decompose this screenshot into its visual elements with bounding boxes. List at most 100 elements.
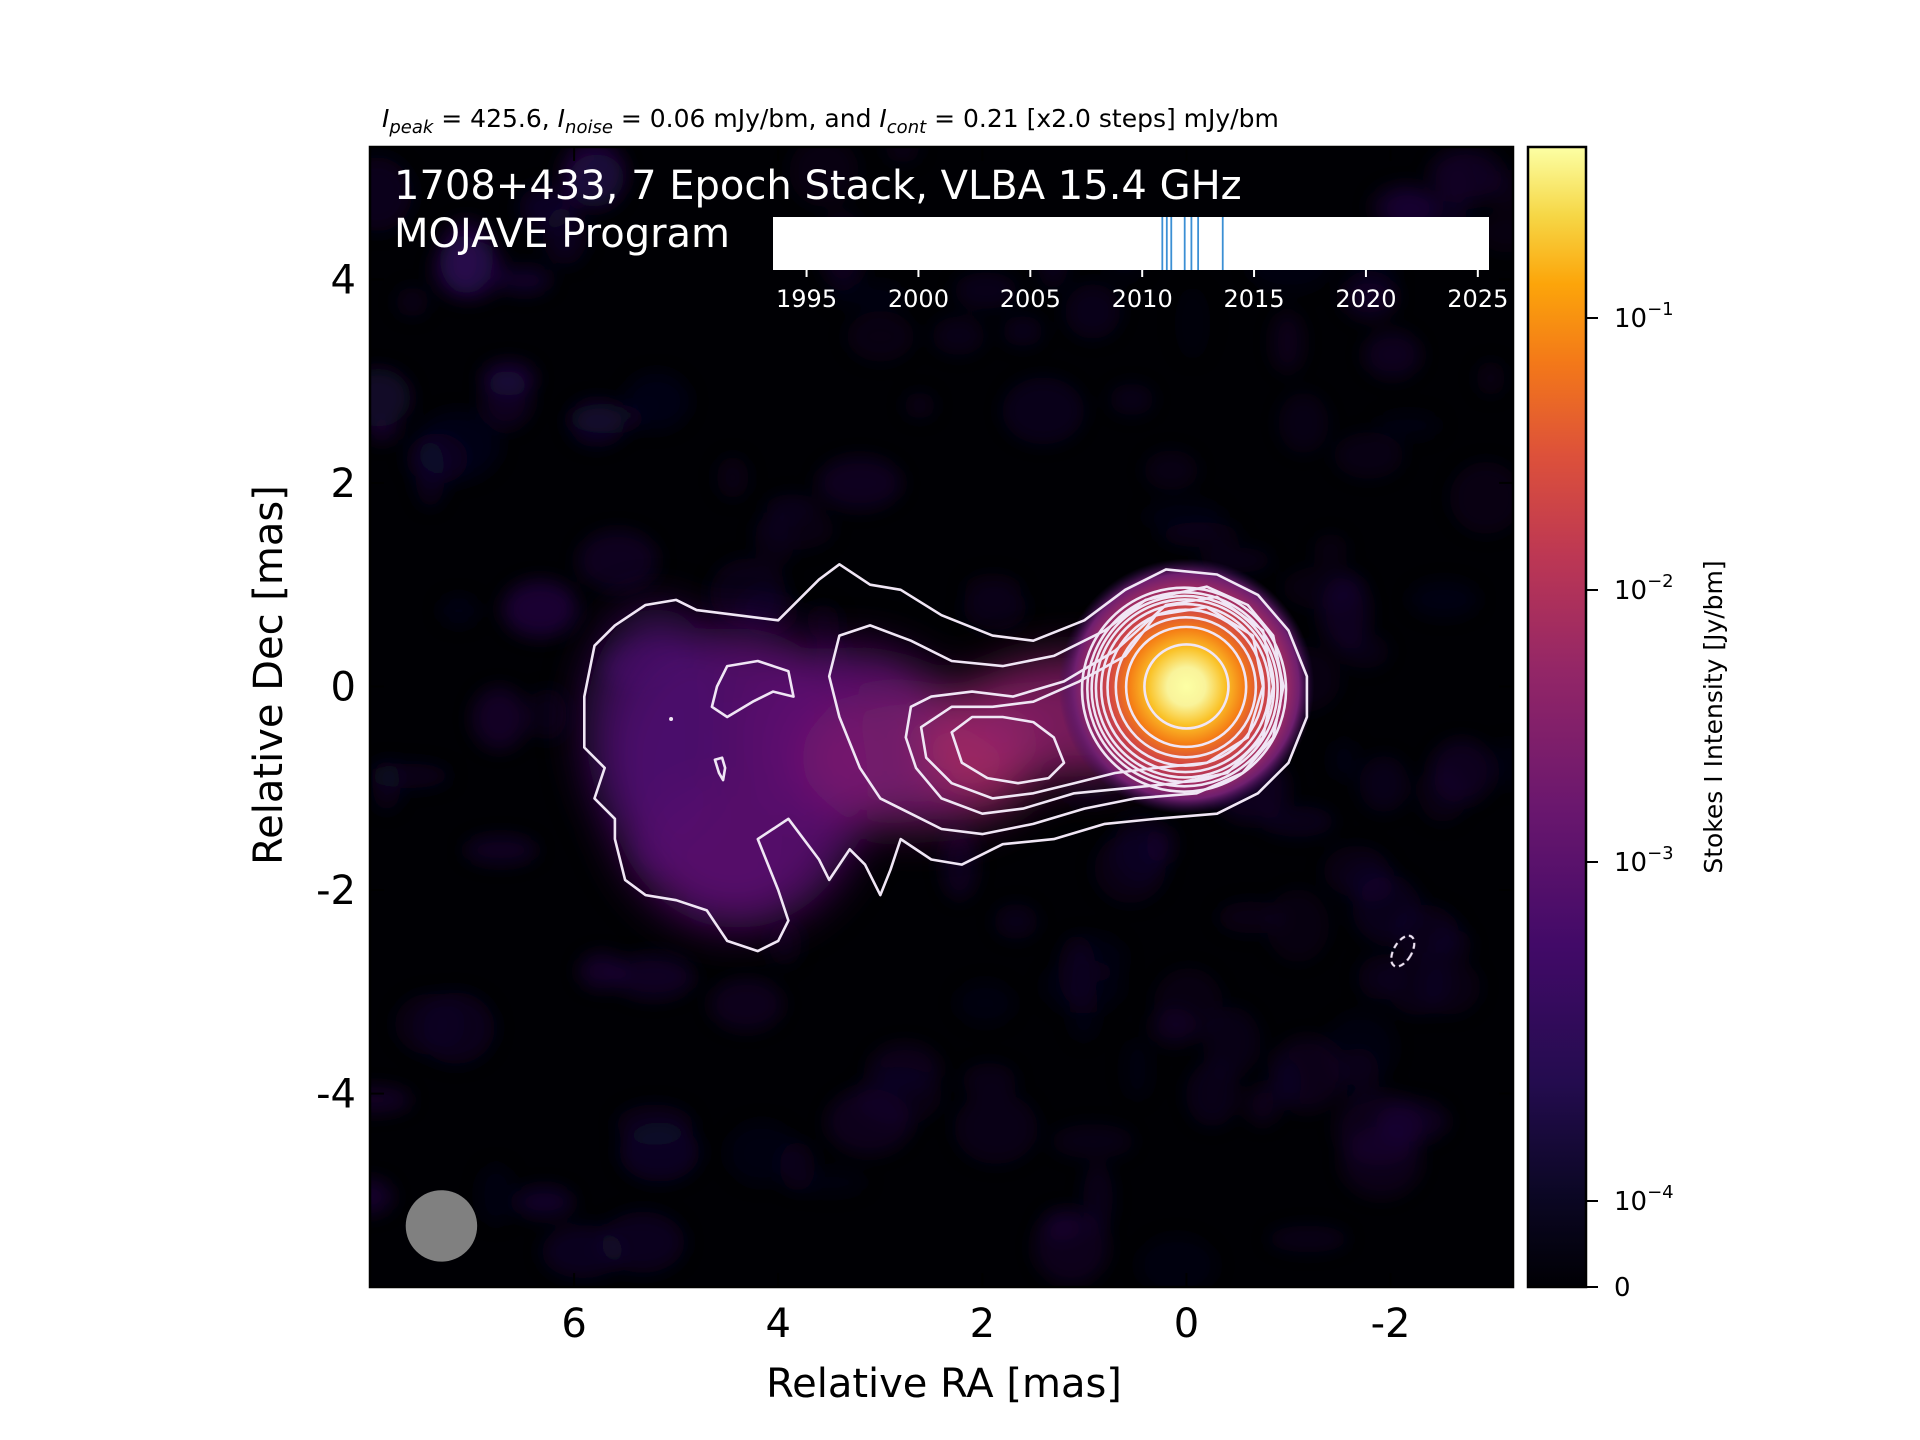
noise-blob — [709, 978, 784, 1031]
noise-blob — [963, 585, 1027, 631]
noise-blob — [1057, 934, 1096, 1005]
noise-blob — [1490, 739, 1513, 789]
noise-blob — [514, 1186, 574, 1218]
noise-blob — [415, 439, 446, 508]
noise-blob — [1282, 565, 1365, 610]
noise-blob — [1144, 450, 1199, 491]
epoch-tick-label: 1995 — [776, 285, 837, 313]
noise-blob — [1123, 1038, 1152, 1101]
cont-text: = 0.21 [x2.0 steps] mJy/bm — [926, 104, 1279, 133]
colorbar-tick-label: 10−4 — [1614, 1182, 1674, 1217]
noise-blob — [1489, 169, 1513, 210]
noise-blob — [716, 455, 749, 500]
noise-blob — [1062, 781, 1118, 807]
epoch-timeline: 1995 2000 2005 2010 2015 2020 2025 — [773, 217, 1508, 313]
noise-blob — [1376, 412, 1441, 439]
noise-blob — [370, 1179, 393, 1215]
noise-blob — [1363, 331, 1421, 379]
noise-blob — [1203, 1007, 1261, 1077]
core-contour — [1143, 643, 1230, 730]
noise-blob — [884, 147, 921, 163]
noise-blob — [1002, 316, 1044, 347]
noise-blob — [1476, 360, 1506, 396]
x-tick-label: -2 — [1371, 1301, 1411, 1347]
image-panel: 6 4 2 0 -2 4 2 0 -2 -4 — [316, 145, 1515, 1347]
y-axis-label: Relative Dec [mas] — [246, 485, 292, 865]
noise-blob — [855, 1067, 942, 1125]
chart-title: 1708+433, 7 Epoch Stack, VLBA 15.4 GHz — [394, 163, 1242, 209]
x-tick-label: 4 — [765, 1301, 790, 1347]
noise-blob — [1266, 888, 1330, 963]
noise-blob — [1153, 967, 1223, 1037]
x-axis-label: Relative RA [mas] — [766, 1361, 1122, 1407]
noise-blob — [1137, 1235, 1217, 1287]
noise-blob — [1341, 633, 1390, 669]
epoch-lines — [1161, 217, 1224, 270]
noise-blob — [829, 282, 908, 308]
noise-blob — [954, 272, 1018, 309]
noise-blob — [579, 953, 625, 990]
noise-blob — [481, 370, 532, 429]
noise-subscript: noise — [565, 117, 613, 138]
jet-contour — [950, 715, 1066, 785]
noise-blob — [1109, 383, 1154, 416]
jet-contour — [713, 756, 727, 782]
noise-text: = 0.06 mJy/bm, and — [613, 104, 880, 133]
noise-blob — [1418, 767, 1466, 823]
noise-blob — [1352, 876, 1422, 944]
noise-blob — [582, 158, 620, 210]
contour-point — [669, 717, 674, 722]
intensity-header: Ipeak = 425.6, Inoise = 0.06 mJy/bm, and… — [382, 104, 1279, 138]
noise-blob — [1033, 1210, 1109, 1285]
core-contour — [1124, 625, 1248, 749]
plot-frame — [368, 145, 1515, 1289]
y-tick-label: -2 — [316, 868, 356, 914]
negative-contour — [1390, 934, 1416, 968]
cont-subscript: cont — [887, 117, 927, 138]
noise-blob — [1334, 432, 1404, 479]
x-tick-label: 6 — [561, 1301, 586, 1347]
epoch-tick-label: 2015 — [1224, 285, 1285, 313]
noise-blob — [738, 586, 797, 636]
noise-blob — [1270, 1058, 1302, 1106]
epoch-tick-label: 2000 — [888, 285, 949, 313]
noise-blob — [817, 456, 902, 510]
noise-blob — [613, 954, 695, 999]
noise-blob — [624, 372, 690, 430]
noise-blob — [807, 603, 840, 640]
noise-blob — [955, 981, 1015, 1026]
noise-blob — [954, 1092, 1038, 1164]
noise-blob — [527, 688, 567, 741]
noise-blob — [1376, 1100, 1449, 1142]
noise-blob — [1408, 580, 1480, 618]
noise-blob — [1359, 755, 1409, 813]
noise-blob — [1113, 814, 1167, 883]
noise-blob — [789, 147, 859, 207]
colorbar-tick-label: 10−1 — [1614, 299, 1674, 334]
colorbar-ticks: 10−1 10−2 10−3 10−4 0 — [1586, 299, 1674, 1303]
y-tick-label: 4 — [331, 257, 356, 303]
jet-contour — [827, 585, 1285, 836]
noise-blob — [541, 1225, 624, 1279]
epoch-tick-label: 2025 — [1447, 285, 1508, 313]
noise-blob — [791, 1170, 868, 1195]
noise-blob — [1083, 1162, 1113, 1234]
noise-blob — [846, 310, 915, 362]
noise-blob — [417, 992, 495, 1064]
peak-symbol: I — [382, 104, 389, 133]
noise-blob — [518, 185, 576, 230]
noise-symbol: I — [558, 104, 565, 133]
noise-blob — [962, 1062, 1017, 1098]
colorbar-gradient — [1528, 147, 1586, 1287]
noise-blob — [577, 530, 658, 591]
colorbar: 10−1 10−2 10−3 10−4 0 Stokes I Intensity [Jy… — [1526, 145, 1728, 1303]
epoch-tick-label: 2010 — [1112, 285, 1173, 313]
noise-blob — [370, 368, 411, 427]
epoch-timeline-box — [773, 217, 1489, 270]
noise-blob — [395, 287, 429, 317]
noise-blob — [502, 580, 578, 638]
epoch-tick-label: 2005 — [1000, 285, 1061, 313]
noise-blob — [478, 1164, 515, 1225]
noise-blob — [1002, 377, 1085, 445]
